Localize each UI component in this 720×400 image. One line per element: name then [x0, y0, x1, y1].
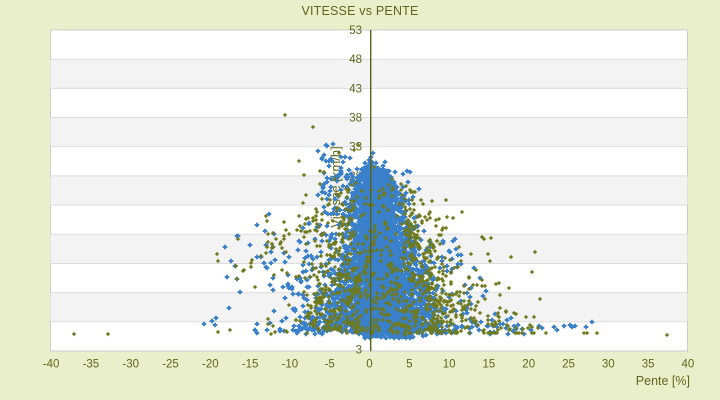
svg-text:Vitesse [km/h]: Vitesse [km/h]: [328, 146, 343, 227]
svg-text:-30: -30: [122, 359, 139, 371]
svg-text:43: 43: [349, 83, 362, 95]
svg-text:-35: -35: [83, 359, 100, 371]
svg-text:-10: -10: [282, 359, 299, 371]
svg-text:20: 20: [522, 359, 535, 371]
svg-text:53: 53: [349, 25, 362, 37]
svg-text:-40: -40: [43, 359, 60, 371]
svg-text:3: 3: [356, 345, 362, 357]
svg-text:VITESSE vs PENTE: VITESSE vs PENTE: [301, 4, 418, 18]
svg-text:38: 38: [349, 113, 362, 125]
svg-text:33: 33: [349, 142, 362, 154]
svg-text:-25: -25: [162, 359, 179, 371]
svg-text:15: 15: [483, 359, 496, 371]
svg-text:-15: -15: [242, 359, 259, 371]
svg-text:40: 40: [682, 359, 695, 371]
svg-text:-5: -5: [325, 359, 335, 371]
svg-text:35: 35: [642, 359, 655, 371]
svg-text:48: 48: [349, 54, 362, 66]
svg-text:25: 25: [562, 359, 575, 371]
svg-text:10: 10: [443, 359, 456, 371]
svg-text:0: 0: [366, 359, 372, 371]
svg-text:30: 30: [602, 359, 615, 371]
svg-text:-20: -20: [202, 359, 219, 371]
svg-text:5: 5: [406, 359, 412, 371]
svg-text:Pente [%]: Pente [%]: [636, 374, 690, 388]
